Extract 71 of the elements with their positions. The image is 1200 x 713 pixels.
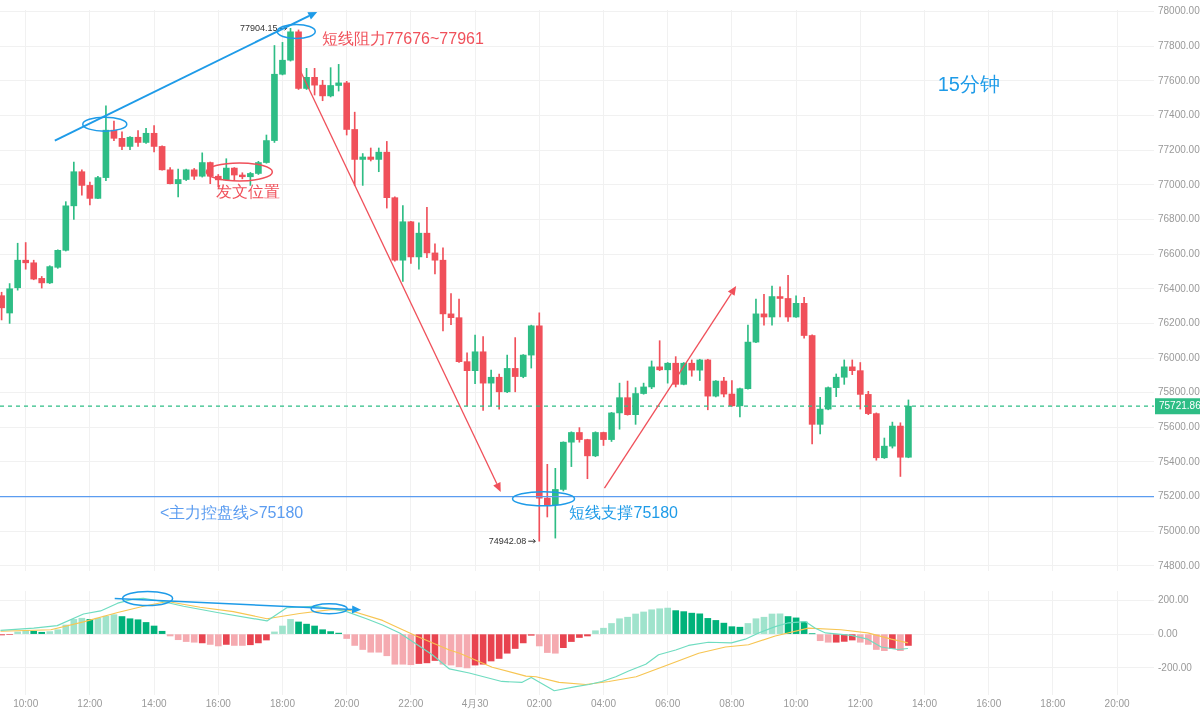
bar: [712, 620, 720, 634]
x-tick-label: 10:00: [13, 697, 39, 709]
x-tick-label: 4月30: [461, 697, 489, 709]
x-tick-label: 20:00: [1104, 697, 1131, 709]
bar: [905, 634, 912, 646]
x-tick-label: 20:00: [334, 697, 360, 709]
y-tick-label: 200.00: [1158, 594, 1190, 606]
candlestick: [463, 352, 471, 407]
x-tick-label: 18:00: [269, 697, 296, 709]
bar: [134, 619, 142, 634]
bar: [495, 634, 503, 659]
x-tick-label: 12:00: [847, 697, 874, 709]
y-tick-label: 75000.00: [1158, 524, 1200, 536]
y-tick-label: 75600.00: [1158, 421, 1200, 433]
bar: [158, 630, 166, 634]
x-tick-label: 04:00: [590, 697, 617, 709]
bar: [174, 634, 182, 641]
x-tick-label: 14:00: [141, 697, 168, 709]
x-tick-label: 14:00: [911, 697, 938, 709]
ref-line-label: <主力控盘线>75180: [160, 503, 304, 521]
y-tick-label: 75400.00: [1158, 455, 1200, 467]
ref-line-label: 75721.86: [1159, 399, 1200, 411]
y-tick-label: 76200.00: [1158, 317, 1200, 329]
x-tick-label: 22:00: [398, 697, 424, 709]
x-tick-label: 18:00: [1040, 697, 1066, 709]
bar: [487, 634, 495, 662]
bar: [728, 626, 736, 634]
y-tick-label: 75200.00: [1158, 490, 1200, 502]
bar: [198, 634, 206, 644]
y-tick-label: 78000.00: [1158, 5, 1200, 17]
y-tick-label: 76400.00: [1158, 282, 1200, 294]
annotation: 短线支撑75180: [569, 503, 679, 521]
annotation: 77904.15: [239, 22, 278, 33]
y-tick-label: 76800.00: [1158, 213, 1200, 225]
candlestick: [543, 464, 551, 518]
candlestick: [174, 168, 182, 198]
x-tick-label: 16:00: [976, 697, 1002, 709]
x-tick-label: 16:00: [205, 697, 232, 709]
y-tick-label: 77200.00: [1158, 144, 1200, 155]
candlestick: [776, 286, 784, 318]
annotation: 74942.08: [488, 535, 527, 546]
y-tick-label: 76000.00: [1158, 351, 1200, 363]
bar: [166, 634, 174, 637]
y-tick-label: 0.00: [1158, 627, 1178, 639]
y-tick-label: 76600.00: [1158, 247, 1200, 259]
candlestick: [359, 153, 367, 186]
bar: [391, 634, 399, 665]
x-tick-label: 08:00: [719, 697, 745, 709]
bar: [824, 634, 832, 643]
bar: [118, 616, 126, 634]
x-tick-label: 10:00: [783, 697, 810, 709]
y-tick-label: 77400.00: [1158, 109, 1200, 121]
x-tick-label: 06:00: [655, 697, 681, 709]
y-tick-label: 74800.00: [1158, 559, 1200, 571]
bar: [816, 634, 824, 642]
bar: [110, 614, 118, 634]
candlestick: [511, 337, 519, 393]
bar: [222, 634, 230, 645]
y-tick-label: 77600.00: [1158, 74, 1200, 86]
x-tick-label: 02:00: [526, 697, 553, 709]
x-tick-label: 12:00: [77, 697, 103, 709]
annotation: 短线阻力77676~77961: [321, 30, 484, 48]
bar: [126, 618, 134, 634]
y-tick-label: 77800.00: [1158, 40, 1200, 52]
y-tick-label: -200.00: [1158, 661, 1193, 673]
y-tick-label: 75800.00: [1158, 386, 1200, 398]
annotation: 发文位置: [216, 182, 281, 200]
y-tick-label: 77000.00: [1158, 178, 1200, 190]
bar: [142, 622, 150, 634]
bar: [744, 623, 752, 634]
text: 15分钟: [937, 72, 1000, 95]
